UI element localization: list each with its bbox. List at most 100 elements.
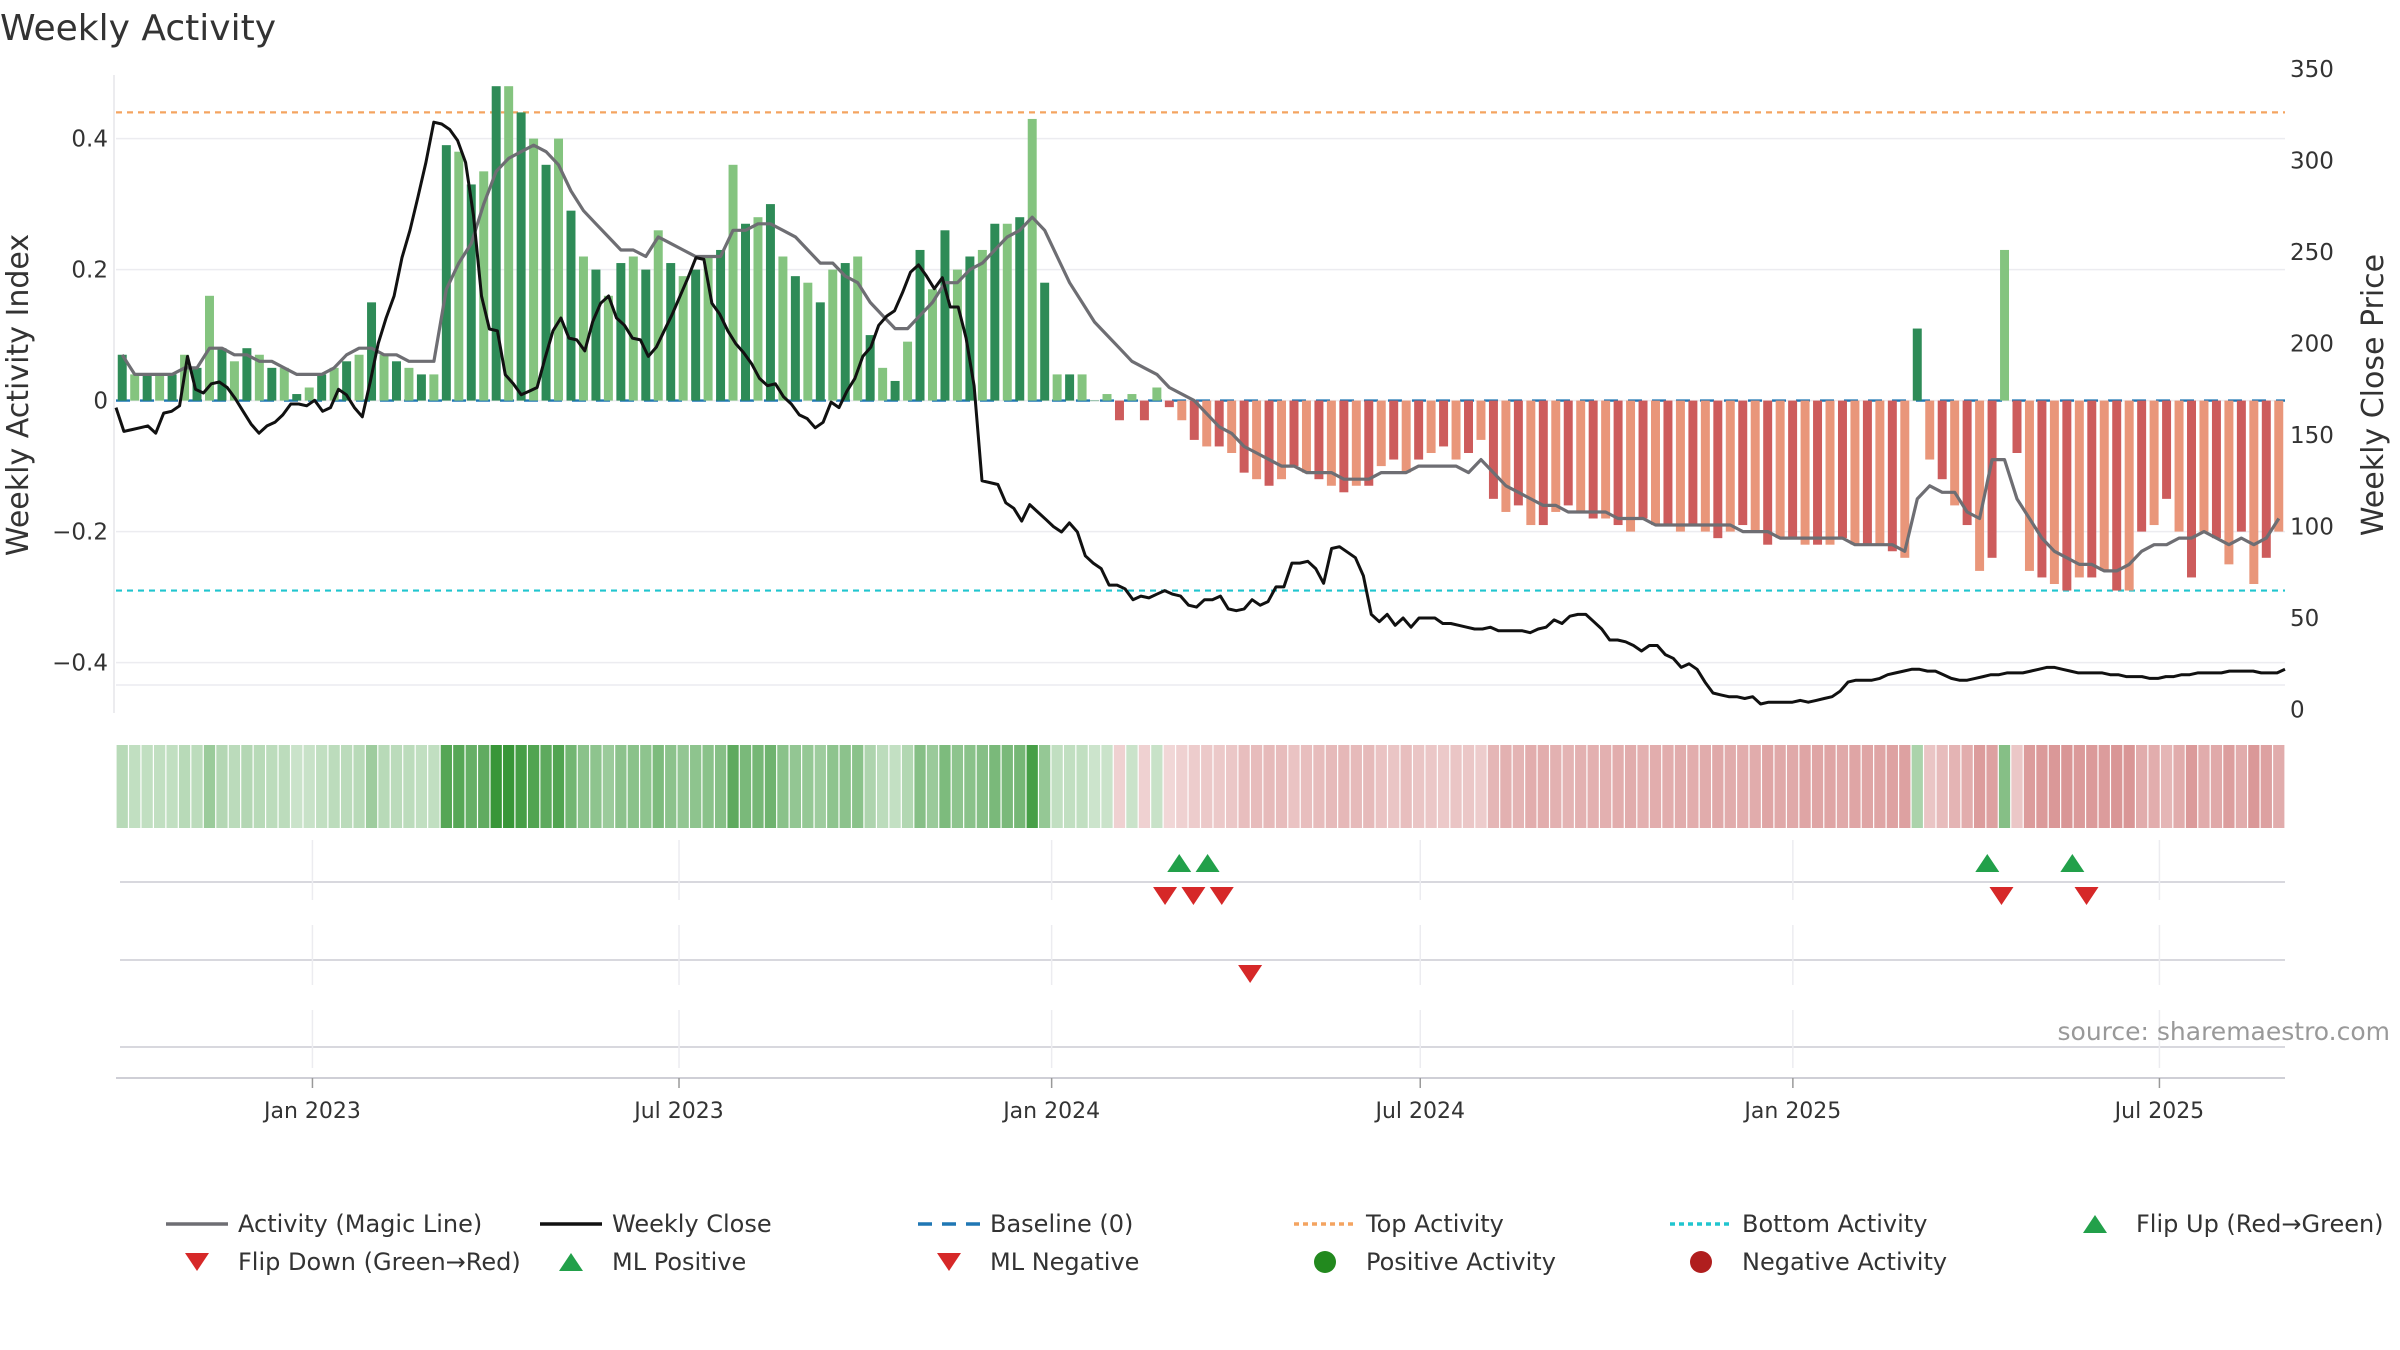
- x-tick-label: Jul 2023: [632, 1099, 724, 1124]
- activity-bar: [1837, 400, 1847, 539]
- heat-strip-cell: [1911, 745, 1923, 828]
- activity-bar: [155, 374, 165, 401]
- activity-bar: [342, 361, 352, 401]
- activity-bar: [1613, 400, 1623, 526]
- heat-strip-cell: [1575, 745, 1587, 828]
- heat-strip-cell: [565, 745, 577, 828]
- activity-bar: [628, 256, 638, 401]
- y-tick-label: 0.4: [71, 127, 108, 153]
- activity-bar: [1551, 400, 1561, 512]
- heat-strip-cell: [714, 745, 727, 828]
- heat-strip-cell: [1213, 745, 1225, 828]
- heat-strip-cell: [1413, 745, 1425, 828]
- heat-strip-cell: [2123, 745, 2135, 828]
- heat-strip-cell: [889, 745, 901, 828]
- activity-bar: [1189, 400, 1199, 440]
- heat-strip-cell: [390, 745, 403, 828]
- activity-bar: [217, 348, 227, 401]
- heat-strip-cell: [2185, 745, 2198, 828]
- activity-bar: [1738, 400, 1748, 526]
- activity-bar: [1351, 400, 1361, 486]
- activity-bar: [329, 367, 339, 401]
- ml-negative-marker: [1238, 965, 1263, 983]
- activity-bar: [267, 367, 277, 401]
- heat-strip-cell: [1836, 745, 1849, 828]
- legend-label: Flip Down (Green→Red): [238, 1248, 521, 1276]
- activity-bar: [703, 256, 713, 401]
- activity-bar: [666, 263, 676, 401]
- activity-bar: [279, 367, 289, 401]
- heat-strip-cell: [1861, 745, 1874, 828]
- legend-label: ML Negative: [990, 1248, 1139, 1276]
- heat-strip-cell: [1014, 745, 1026, 828]
- heat-strip-cell: [527, 745, 540, 828]
- heat-strip-cell: [540, 745, 552, 828]
- heat-strip-cell: [777, 745, 789, 828]
- heat-strip-cell: [852, 745, 864, 828]
- activity-bar: [2249, 400, 2259, 584]
- heat-strip-cell: [665, 745, 677, 828]
- y2-tick-label: 0: [2290, 698, 2305, 724]
- activity-bar: [1389, 400, 1399, 460]
- activity-bar: [1950, 400, 1960, 506]
- heat-strip-cell: [1088, 745, 1101, 828]
- activity-bar: [1027, 118, 1037, 401]
- activity-bar: [1788, 400, 1798, 539]
- heat-strip-cell: [2235, 745, 2248, 828]
- heat-strip-cell: [141, 745, 153, 828]
- heat-strip-cell: [1749, 745, 1761, 828]
- activity-bar: [915, 249, 925, 401]
- activity-bar: [2112, 400, 2122, 591]
- activity-bar: [167, 374, 177, 401]
- y2-tick-label: 50: [2290, 606, 2319, 632]
- activity-bar: [2162, 400, 2172, 499]
- activity-bar: [2049, 400, 2059, 584]
- heat-strip-cell: [303, 745, 315, 828]
- activity-bar: [1862, 400, 1872, 545]
- activity-bar: [1214, 400, 1224, 447]
- y2-axis-title: Weekly Close Price: [2356, 254, 2391, 536]
- heat-strip-cell: [178, 745, 191, 828]
- activity-bar: [853, 256, 863, 401]
- heat-strip-cell: [901, 745, 914, 828]
- activity-bar: [716, 249, 726, 401]
- heat-strip-cell: [1126, 745, 1138, 828]
- activity-bar: [616, 263, 626, 401]
- flip-down-marker: [2074, 887, 2099, 905]
- weekly-close-series: [114, 120, 2286, 706]
- heat-strip-cell: [652, 745, 664, 828]
- heat-strip-cell: [2086, 745, 2098, 828]
- heat-strip-cell: [1786, 745, 1799, 828]
- heat-strip-cell: [1026, 745, 1038, 828]
- activity-bar: [765, 204, 775, 401]
- heat-strip-cell: [1874, 745, 1886, 828]
- activity-bar: [691, 269, 701, 401]
- heat-strip-cell: [129, 745, 141, 828]
- legend-swatch: [559, 1253, 583, 1271]
- heat-strip-cell: [1936, 745, 1948, 828]
- heat-strip-cell: [203, 745, 216, 828]
- heat-strip-cell: [1300, 745, 1313, 828]
- activity-bar: [1513, 400, 1523, 506]
- activity-bar: [1177, 400, 1187, 421]
- heat-strip-cell: [378, 745, 390, 828]
- heat-strip-cell: [876, 745, 889, 828]
- heat-strip-cell: [1799, 745, 1811, 828]
- activity-bar: [1912, 328, 1922, 401]
- heat-strip-cell: [1762, 745, 1774, 828]
- activity-bar: [491, 86, 501, 401]
- activity-bar: [828, 269, 838, 401]
- heat-strip-cell: [976, 745, 988, 828]
- heat-strip-cell: [951, 745, 964, 828]
- x-axis: Jan 2023 Jul 2023 Jan 2024 Jul 2024 Jan 2025…: [116, 1077, 2285, 1124]
- activity-bar: [965, 256, 975, 401]
- legend-label: Top Activity: [1365, 1210, 1504, 1238]
- flip-up-marker: [1975, 854, 2000, 872]
- heat-strip-cell: [2098, 745, 2110, 828]
- activity-bar: [1675, 400, 1685, 532]
- activity-bar: [566, 210, 576, 401]
- heat-strip-cell: [627, 745, 639, 828]
- x-tick-label: Jan 2023: [262, 1099, 361, 1124]
- activity-bar: [678, 276, 688, 401]
- heat-strip-cell: [2136, 745, 2148, 828]
